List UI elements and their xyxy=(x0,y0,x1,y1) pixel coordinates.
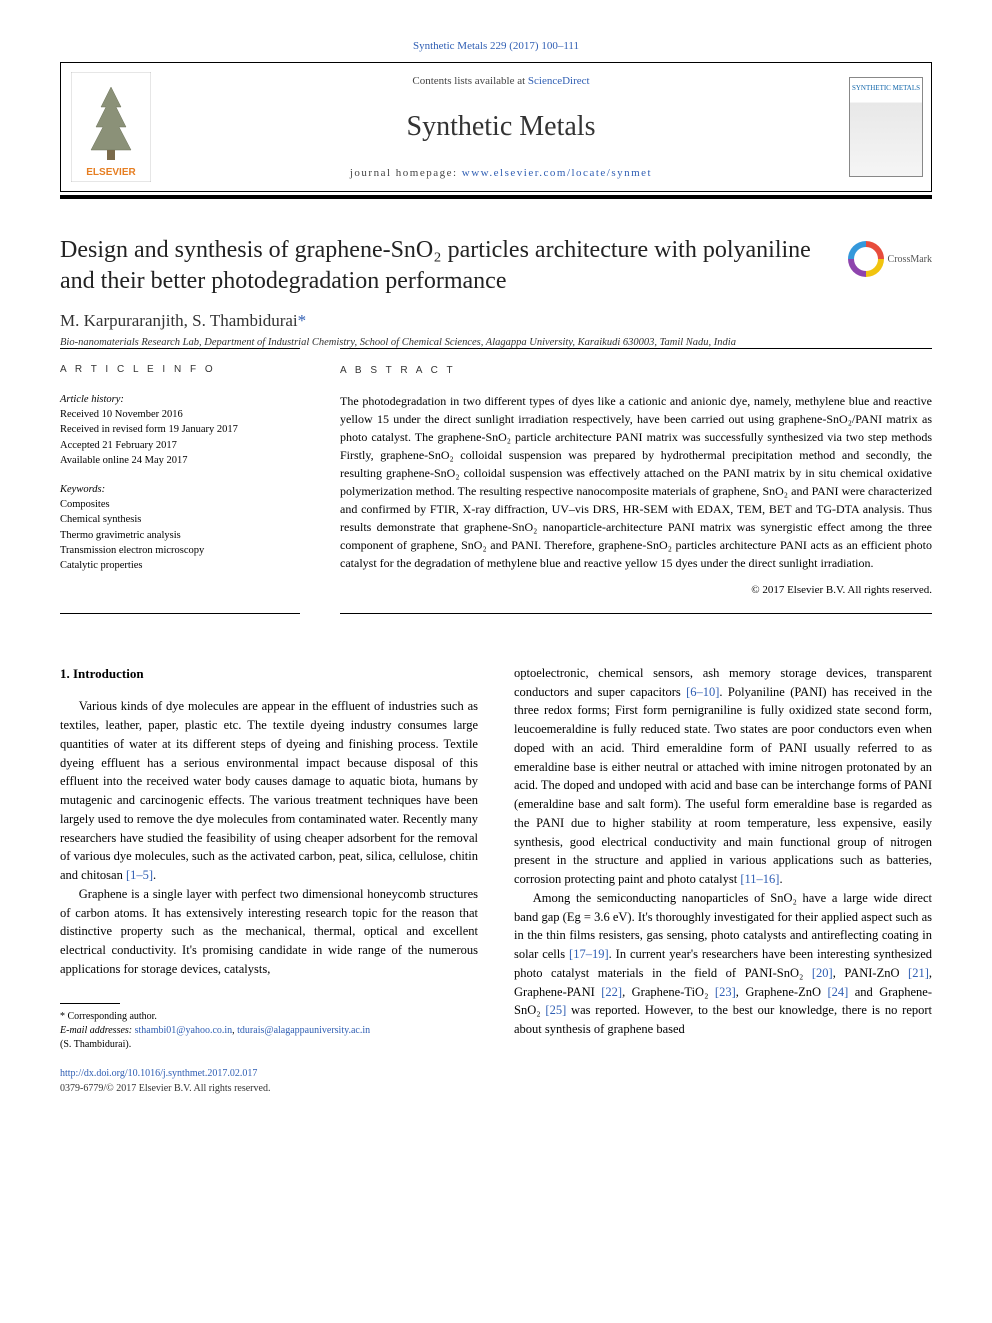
page-container: Synthetic Metals 229 (2017) 100–111 ELSE… xyxy=(0,0,992,1136)
email-link-1[interactable]: sthambi01@yahoo.co.in xyxy=(135,1025,233,1036)
keywords-label: Keywords: xyxy=(60,482,300,497)
homepage-prefix: journal homepage: xyxy=(350,167,462,179)
svg-text:ELSEVIER: ELSEVIER xyxy=(86,167,136,178)
journal-header: ELSEVIER Contents lists available at Sci… xyxy=(60,62,932,192)
sciencedirect-link[interactable]: ScienceDirect xyxy=(528,75,590,87)
journal-cover-thumbnail: SYNTHETIC METALS xyxy=(849,77,923,177)
history-online: Available online 24 May 2017 xyxy=(60,453,300,468)
crossmark-widget[interactable]: CrossMark xyxy=(848,241,932,277)
doi-link[interactable]: http://dx.doi.org/10.1016/j.synthmet.201… xyxy=(60,1066,478,1081)
keyword: Thermo gravimetric analysis xyxy=(60,528,300,543)
article-title: Design and synthesis of graphene-SnO₂ pa… xyxy=(60,235,828,297)
history-accepted: Accepted 21 February 2017 xyxy=(60,438,300,453)
title-row: Design and synthesis of graphene-SnO₂ pa… xyxy=(60,235,932,297)
intro-p3: optoelectronic, chemical sensors, ash me… xyxy=(514,664,932,889)
journal-homepage: journal homepage: www.elsevier.com/locat… xyxy=(171,167,831,179)
elsevier-logo[interactable]: ELSEVIER xyxy=(61,63,161,191)
affiliation: Bio-nanomaterials Research Lab, Departme… xyxy=(60,337,932,348)
ref-link[interactable]: [20] xyxy=(812,966,833,980)
history-label: Article history: xyxy=(60,392,300,407)
right-column: optoelectronic, chemical sensors, ash me… xyxy=(514,664,932,1096)
crossmark-label: CrossMark xyxy=(888,254,932,265)
cover-title: SYNTHETIC METALS xyxy=(852,84,920,92)
corresponding-marker[interactable]: * xyxy=(298,311,307,330)
crossmark-icon xyxy=(848,241,884,277)
ref-link[interactable]: [6–10] xyxy=(686,685,719,699)
ref-link[interactable]: [11–16] xyxy=(740,872,779,886)
abstract-text: The photodegradation in two different ty… xyxy=(340,392,932,572)
homepage-link[interactable]: www.elsevier.com/locate/synmet xyxy=(462,167,652,179)
intro-p2: Graphene is a single layer with perfect … xyxy=(60,885,478,979)
ref-link[interactable]: [24] xyxy=(827,985,848,999)
header-center: Contents lists available at ScienceDirec… xyxy=(161,63,841,191)
history-received: Received 10 November 2016 xyxy=(60,407,300,422)
journal-title: Synthetic Metals xyxy=(171,111,831,143)
keyword: Composites xyxy=(60,497,300,512)
issn-copyright: 0379-6779/© 2017 Elsevier B.V. All right… xyxy=(60,1081,478,1096)
left-column: 1. Introduction Various kinds of dye mol… xyxy=(60,664,478,1096)
history-revised: Received in revised form 19 January 2017 xyxy=(60,422,300,437)
intro-heading: 1. Introduction xyxy=(60,664,478,684)
authors-line: M. Karpuraranjith, S. Thambidurai* xyxy=(60,311,932,331)
contents-prefix: Contents lists available at xyxy=(412,75,527,87)
ref-link[interactable]: [17–19] xyxy=(569,947,609,961)
ref-link[interactable]: [21] xyxy=(908,966,929,980)
journal-reference[interactable]: Synthetic Metals 229 (2017) 100–111 xyxy=(60,40,932,52)
email-footnote: E-mail addresses: sthambi01@yahoo.co.in,… xyxy=(60,1024,478,1038)
article-info-label: A R T I C L E I N F O xyxy=(60,363,300,378)
intro-p4: Among the semiconducting nanoparticles o… xyxy=(514,889,932,1039)
copyright: © 2017 Elsevier B.V. All rights reserved… xyxy=(340,582,932,599)
email-link-2[interactable]: tdurais@alagappauniversity.ac.in xyxy=(237,1025,370,1036)
keyword: Transmission electron microscopy xyxy=(60,543,300,558)
intro-p1: Various kinds of dye molecules are appea… xyxy=(60,697,478,885)
ref-link[interactable]: [22] xyxy=(601,985,622,999)
journal-cover[interactable]: SYNTHETIC METALS xyxy=(841,63,931,191)
abstract-label: A B S T R A C T xyxy=(340,363,932,378)
footnote-divider xyxy=(60,1003,120,1004)
body-columns: 1. Introduction Various kinds of dye mol… xyxy=(60,664,932,1096)
author-names: M. Karpuraranjith, S. Thambidurai xyxy=(60,311,298,330)
email-label: E-mail addresses: xyxy=(60,1025,135,1036)
keyword: Catalytic properties xyxy=(60,558,300,573)
ref-link[interactable]: [1–5] xyxy=(126,868,153,882)
ref-link[interactable]: [23] xyxy=(715,985,736,999)
email-author: (S. Thambidurai). xyxy=(60,1038,478,1052)
keyword: Chemical synthesis xyxy=(60,512,300,527)
info-abstract-row: A R T I C L E I N F O Article history: R… xyxy=(60,348,932,614)
elsevier-tree-icon: ELSEVIER xyxy=(71,72,151,182)
contents-available: Contents lists available at ScienceDirec… xyxy=(171,75,831,87)
corresponding-footnote: * Corresponding author. xyxy=(60,1010,478,1024)
header-divider xyxy=(60,195,932,199)
abstract-column: A B S T R A C T The photodegradation in … xyxy=(340,348,932,614)
article-info-column: A R T I C L E I N F O Article history: R… xyxy=(60,348,300,614)
ref-link[interactable]: [25] xyxy=(545,1003,566,1017)
